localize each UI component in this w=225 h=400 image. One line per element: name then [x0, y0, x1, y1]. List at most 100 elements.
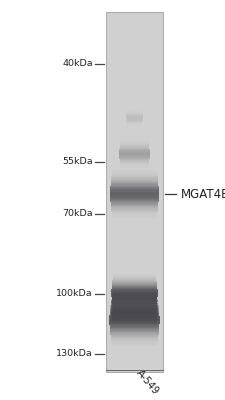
Bar [111, 211, 157, 212]
Bar [111, 286, 156, 287]
Bar [112, 291, 155, 292]
Bar [112, 296, 156, 298]
Bar [111, 208, 157, 210]
Bar [119, 144, 148, 145]
Bar [112, 280, 156, 281]
Bar [109, 311, 158, 312]
Bar [109, 323, 159, 324]
Bar [110, 330, 158, 332]
Bar [112, 300, 156, 302]
Bar [109, 326, 158, 328]
Bar [111, 298, 157, 299]
Bar [112, 292, 155, 293]
Bar [109, 312, 158, 314]
Bar [112, 292, 156, 293]
Bar [111, 296, 157, 298]
Bar [110, 313, 157, 314]
Bar [111, 302, 157, 303]
Bar [110, 309, 158, 310]
Bar [111, 319, 157, 320]
Bar [111, 320, 156, 321]
Bar [126, 125, 142, 126]
Bar [112, 276, 155, 278]
Bar [110, 336, 158, 337]
Bar [111, 172, 156, 174]
Bar [112, 324, 156, 325]
Bar [112, 325, 156, 326]
Bar [111, 317, 157, 318]
Bar [118, 154, 149, 155]
Bar [111, 178, 157, 180]
Bar [110, 207, 157, 208]
Bar [111, 298, 156, 300]
Bar [112, 303, 156, 304]
Bar [111, 290, 157, 291]
Bar [111, 175, 157, 176]
Bar [110, 310, 158, 311]
Bar [111, 289, 157, 290]
Bar [110, 187, 158, 188]
Bar [111, 303, 157, 304]
Bar [111, 176, 157, 177]
Bar [119, 145, 148, 146]
Bar [112, 283, 156, 284]
Bar [126, 116, 142, 117]
Bar [126, 124, 142, 125]
Bar [119, 149, 149, 150]
Bar [111, 344, 157, 345]
Bar [126, 117, 142, 118]
Bar [111, 297, 157, 298]
Bar [112, 327, 155, 328]
Bar [111, 321, 156, 322]
Bar [110, 182, 158, 183]
Bar [110, 337, 158, 338]
Bar [110, 186, 158, 187]
Bar [112, 294, 156, 295]
Bar [112, 309, 155, 310]
Bar [126, 111, 142, 112]
Bar [111, 305, 156, 306]
Bar [110, 204, 158, 205]
Bar [126, 112, 142, 113]
Bar [110, 338, 157, 340]
Bar [109, 328, 158, 329]
Bar [113, 315, 155, 316]
Bar [120, 140, 148, 141]
Bar [110, 310, 158, 311]
Bar [112, 302, 156, 303]
Bar [111, 298, 157, 299]
Bar [120, 167, 148, 168]
Bar [111, 210, 157, 211]
Bar [109, 193, 159, 194]
Text: A-549: A-549 [134, 368, 160, 396]
Bar [112, 304, 156, 305]
Bar [119, 164, 148, 165]
Bar [110, 200, 158, 201]
Bar [111, 301, 157, 302]
Bar [110, 333, 158, 334]
Bar [110, 307, 158, 308]
Text: 40kDa: 40kDa [62, 60, 92, 68]
Bar [111, 295, 157, 296]
Bar [109, 319, 159, 320]
Bar [119, 158, 149, 159]
Bar [111, 212, 157, 213]
Bar [111, 174, 157, 175]
Bar [111, 214, 156, 216]
Bar [106, 12, 162, 372]
Bar [111, 288, 157, 289]
Bar [112, 278, 155, 279]
Bar [109, 192, 158, 193]
Bar [111, 304, 156, 305]
Bar [111, 316, 157, 317]
Bar [111, 285, 156, 286]
Bar [120, 165, 148, 166]
Bar [111, 300, 157, 301]
Bar [111, 299, 156, 300]
Bar [110, 205, 158, 206]
Bar [110, 340, 157, 341]
Bar [112, 293, 155, 294]
Bar [110, 188, 158, 189]
Bar [111, 216, 156, 217]
Bar [112, 281, 156, 282]
